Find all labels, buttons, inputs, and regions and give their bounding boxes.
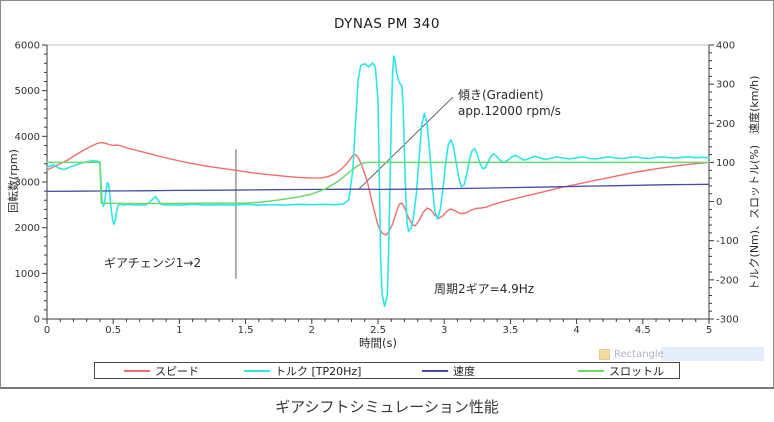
series-速度 (46, 183, 710, 193)
chart-figure: DYNAS PM 340 0 0.5 1 1.5 2 2.5 3 3.5 4 4.5 5 0 1000 2… (0, 0, 774, 389)
svg-text:0: 0 (44, 325, 50, 336)
svg-text:1: 1 (176, 325, 182, 336)
series-スピード (46, 141, 710, 236)
watermark-label: Rectangle (614, 348, 664, 360)
axis-tick-labels: 0 0.5 1 1.5 2 2.5 3 3.5 4 4.5 50100020003000400050… (15, 41, 739, 337)
svg-text:1.5: 1.5 (238, 325, 254, 336)
svg-text:1000: 1000 (15, 269, 40, 280)
pointer-line (358, 96, 454, 190)
svg-text:6000: 6000 (15, 41, 40, 52)
watermark-highlight (661, 347, 764, 361)
figure-caption: ギアシフトシミュレーション性能 (275, 398, 499, 416)
svg-text:-100: -100 (716, 236, 739, 247)
chart-title: DYNAS PM 340 (334, 16, 440, 32)
svg-text:5: 5 (706, 325, 712, 336)
marker-lines (235, 96, 454, 279)
svg-text:0: 0 (34, 315, 40, 326)
series-トルク [TP20Hz] (46, 55, 710, 308)
annotation-gradient-line1: 傾き(Gradient) (458, 88, 544, 102)
svg-text:3000: 3000 (15, 178, 40, 189)
svg-text:0.5: 0.5 (105, 325, 121, 336)
legend-swatch (124, 369, 150, 372)
axis-ticks (42, 44, 714, 324)
svg-text:2.5: 2.5 (370, 325, 386, 336)
legend-item-1: スピード (124, 363, 199, 378)
legend-label: スピード (155, 364, 199, 378)
legend-label: 速度 (453, 364, 475, 378)
legend-label: スロットル (609, 364, 664, 378)
svg-text:400: 400 (716, 41, 735, 52)
svg-text:2000: 2000 (15, 223, 40, 234)
rectangle-icon (599, 348, 610, 360)
legend-swatch (244, 369, 270, 372)
y-axis-label-right: トルク(Nm)、スロットル(%) 速度(km/h) (748, 75, 761, 291)
svg-text:-300: -300 (716, 315, 739, 326)
annotation-gradient-line2: app.12000 rpm/s (458, 104, 561, 118)
legend-item-3: 速度 (422, 363, 475, 378)
svg-text:2: 2 (309, 325, 315, 336)
x-axis-label: 時間(s) (359, 336, 397, 350)
legend-item-4: スロットル (578, 363, 664, 378)
svg-text:-200: -200 (716, 275, 739, 286)
y-axis-label-left: 回転数(rpm) (7, 149, 20, 213)
svg-text:300: 300 (716, 80, 735, 91)
svg-text:200: 200 (716, 119, 735, 130)
legend-swatch (422, 369, 448, 372)
svg-text:100: 100 (716, 158, 735, 169)
plot-frame (46, 44, 710, 320)
svg-text:4.5: 4.5 (635, 325, 651, 336)
annotation-gear-change: ギアチェンジ1→2 (104, 256, 202, 270)
svg-text:4: 4 (573, 325, 579, 336)
svg-text:0: 0 (716, 197, 722, 208)
svg-text:4000: 4000 (15, 132, 40, 143)
svg-text:3: 3 (441, 325, 447, 336)
series-スロットル (46, 161, 710, 205)
legend: スピード トルク [TP20Hz] 速度 スロットル (94, 362, 680, 379)
plot-area: 0 0.5 1 1.5 2 2.5 3 3.5 4 4.5 50100020003000400050… (15, 41, 739, 337)
legend-swatch (578, 369, 604, 372)
legend-item-2: トルク [TP20Hz] (244, 363, 361, 378)
rectangle-tool-watermark: Rectangle (599, 346, 664, 362)
svg-text:5000: 5000 (15, 86, 40, 97)
svg-text:3.5: 3.5 (502, 325, 518, 336)
annotation-gradient: 傾き(Gradient) app.12000 rpm/s (458, 87, 561, 119)
annotation-period: 周期2ギア=4.9Hz (434, 282, 535, 296)
legend-label: トルク [TP20Hz] (275, 364, 362, 378)
